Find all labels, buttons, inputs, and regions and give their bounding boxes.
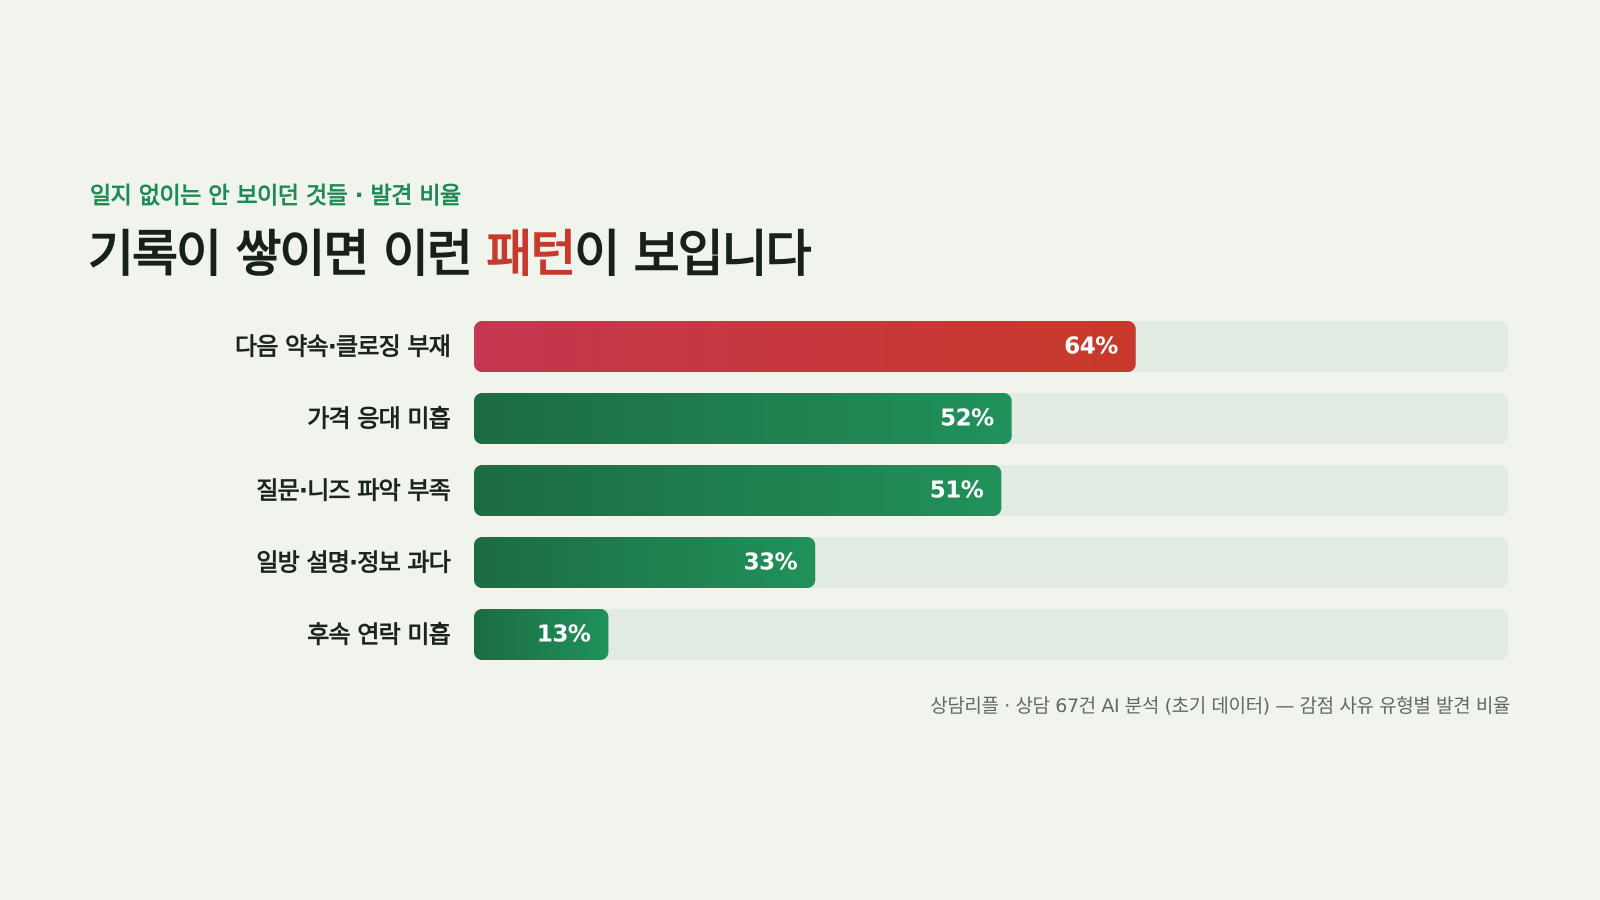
value-label: 64%: [1064, 334, 1118, 360]
value-label: 51%: [930, 478, 984, 504]
value-label: 13%: [537, 622, 591, 648]
bar: [474, 465, 1002, 516]
chart-title: 기록이 쌓이면 이런 패턴이 보입니다: [88, 214, 812, 286]
value-label: 52%: [940, 406, 994, 432]
bars-group: 다음 약속·클로징 부재 64% 가격 응대 미흡 52% 질문·니즈 파악 부족 51%…: [235, 321, 1508, 660]
bar: [474, 321, 1136, 372]
title-suffix: 이 보입니다: [574, 225, 811, 283]
bar-track: [474, 609, 1508, 660]
category-label: 후속 연락 미흡: [307, 621, 451, 649]
value-label: 33%: [744, 550, 798, 576]
category-label: 가격 응대 미흡: [307, 405, 451, 433]
category-label: 일방 설명·정보 과다: [256, 549, 450, 577]
chart-caption: 상담리플 · 상담 67건 AI 분석 (초기 데이터) — 감점 사유 유형별…: [930, 695, 1510, 717]
bar: [474, 609, 609, 660]
category-label: 질문·니즈 파악 부족: [256, 477, 450, 505]
bar: [474, 393, 1012, 444]
title-prefix: 기록이 쌓이면 이런: [88, 225, 487, 283]
category-label: 다음 약속·클로징 부재: [235, 333, 450, 361]
title-accent: 패턴: [486, 225, 576, 283]
bar: [474, 537, 816, 588]
chart-eyebrow: 일지 없이는 안 보이던 것들 · 발견 비율: [90, 183, 461, 209]
